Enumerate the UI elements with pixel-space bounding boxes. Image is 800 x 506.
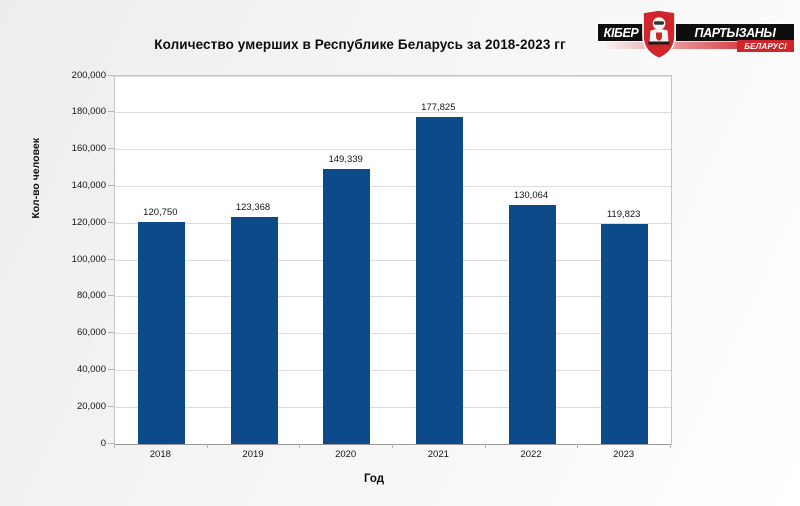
ytick-label-20,000: 20,000 [76,400,106,412]
xtick-mark [206,444,208,448]
ytick-mark [108,148,114,150]
x-axis-title: Год [363,473,385,485]
ytick-mark [108,442,114,444]
plot-area [114,75,672,445]
xtick-label-2021: 2021 [427,449,449,460]
bar-2018 [137,221,185,444]
gridline-100,000 [115,259,671,261]
ytick-label-60,000: 60,000 [76,327,106,339]
bar-2019 [230,217,278,444]
xtick-mark [299,444,301,448]
ytick-mark [108,74,114,76]
xtick-label-2022: 2022 [520,449,542,460]
cyber-partisans-shield-icon [641,9,677,60]
bar-value-2022: 130,064 [513,189,549,201]
ytick-label-40,000: 40,000 [76,363,106,375]
ytick-label-80,000: 80,000 [76,290,106,302]
logo-kiber-box: КІБЕР [598,24,644,41]
bar-2020 [323,169,371,444]
gridline-60,000 [115,333,671,335]
ytick-mark [108,368,114,370]
gridline-180,000 [115,112,671,114]
ytick-label-140,000: 140,000 [71,179,106,191]
ytick-mark [108,184,114,186]
chart-title: Количество умерших в Республике Беларусь… [154,37,566,52]
ytick-mark [108,221,114,223]
cyber-partisans-logo: КІБЕР ПАРТЫЗАНЫ БЕЛАРУСІ [598,9,794,61]
ytick-label-160,000: 160,000 [71,143,106,155]
ytick-mark [108,332,114,334]
xtick-label-2018: 2018 [149,449,171,460]
gridline-80,000 [115,296,671,298]
bar-2023 [601,223,649,444]
gridline-160,000 [115,149,671,151]
gridline-200,000 [115,75,671,77]
ytick-mark [108,111,114,113]
gridline-140,000 [115,185,671,187]
xtick-mark [114,444,115,448]
bar-2022 [508,204,556,444]
gridline-120,000 [115,222,671,224]
logo-partyzany-box: ПАРТЫЗАНЫ [676,24,794,41]
ytick-label-200,000: 200,000 [71,69,106,81]
xtick-label-2023: 2023 [613,449,635,460]
xtick-mark [670,444,671,448]
gridline-40,000 [115,369,671,371]
ytick-mark [108,405,114,407]
ytick-mark [108,258,114,260]
xtick-label-2019: 2019 [242,449,264,460]
ytick-label-0: 0 [100,437,106,449]
xtick-label-2020: 2020 [335,449,357,460]
ytick-label-120,000: 120,000 [71,216,106,228]
gridline-20,000 [115,406,671,408]
ytick-label-100,000: 100,000 [71,253,106,265]
bar-value-2019: 123,368 [235,202,271,213]
bar-value-2018: 120,750 [143,206,178,218]
xtick-mark [577,444,579,448]
bar-value-2021: 177,825 [421,101,456,113]
xtick-mark [392,444,393,448]
logo-belarusi-box: БЕЛАРУСІ [737,40,794,52]
bar-value-2020: 149,339 [328,154,363,166]
bar-2021 [415,116,463,444]
ytick-mark [108,295,114,297]
ytick-label-180,000: 180,000 [71,106,106,118]
xtick-mark [484,444,486,448]
bar-value-2023: 119,823 [606,208,641,220]
